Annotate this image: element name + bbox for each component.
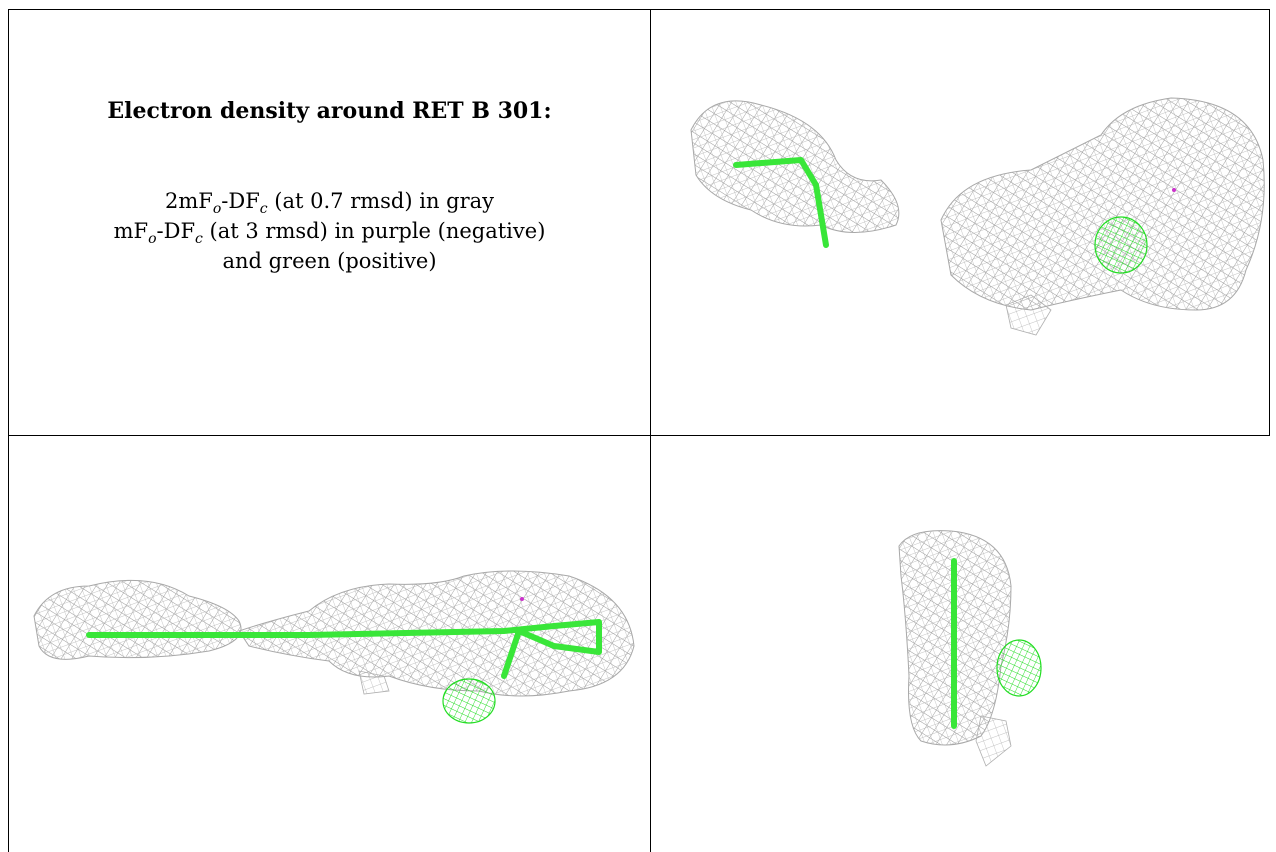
negative-peak-marker [1172,188,1176,192]
table-top-border [8,9,1270,10]
legend-line-2fofc: 2mFo-DFc (at 0.7 rmsd) in gray [164,189,495,218]
table-center-border [650,9,651,852]
legend-line-colors: and green (positive) [222,249,437,273]
view-bottom-left [9,436,650,852]
negative-peak-marker-2 [520,597,524,601]
caption-legend: 2mFo-DFc (at 0.7 rmsd) in gray mFo-DFc (… [9,186,650,276]
view-top-right [651,10,1269,435]
view-bottom-right [651,436,1269,852]
caption-title: Electron density around RET B 301: [107,98,552,124]
density-view-1-icon [690,97,1265,336]
table-left-border [8,9,9,852]
table-right-border [1269,9,1270,435]
density-view-2-icon [33,570,635,724]
density-view-3-icon [898,530,1042,767]
figure-table: Electron density around RET B 301: 2mFo-… [8,9,1270,852]
legend-line-fofc: mFo-DFc (at 3 rmsd) in purple (negative) [113,219,546,248]
caption-cell: Electron density around RET B 301: 2mFo-… [9,10,650,435]
table-middle-border [8,435,1270,436]
